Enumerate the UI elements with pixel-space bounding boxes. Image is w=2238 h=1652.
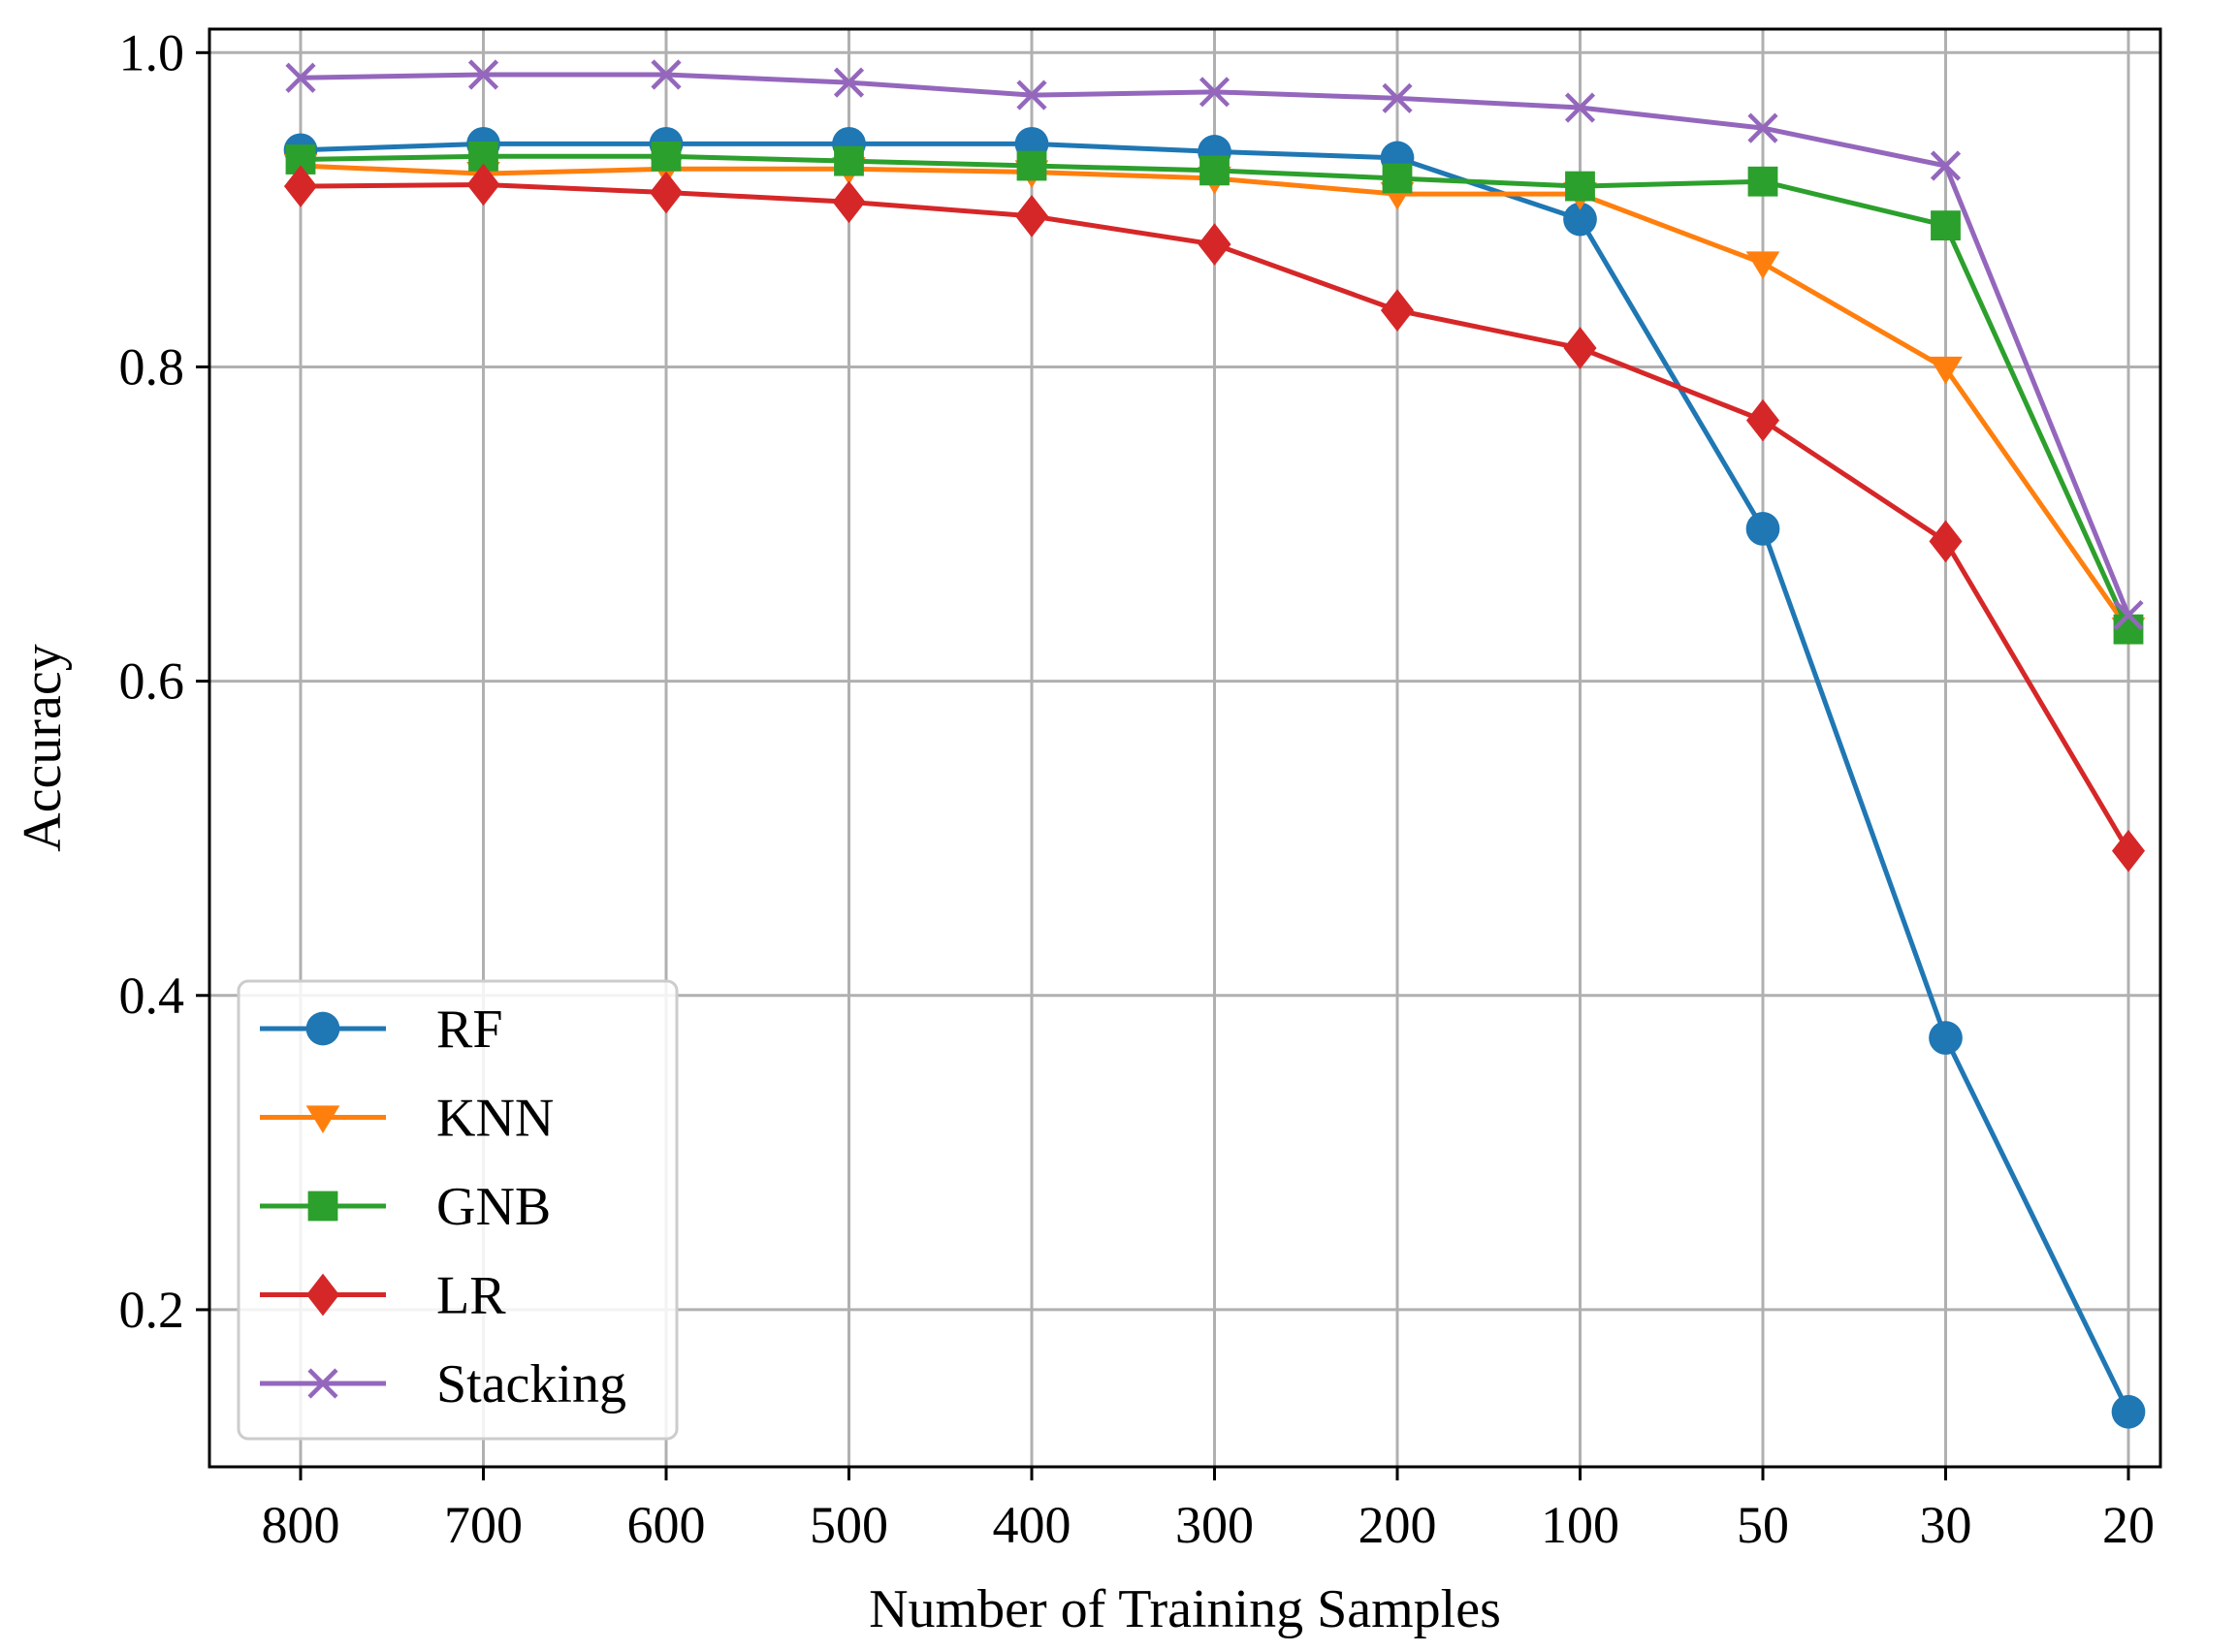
- data-point-stacking-stroke: [467, 59, 499, 90]
- legend-marker-stacking-stroke: [307, 1368, 338, 1399]
- legend: RF KNN GNB LR Stacking: [237, 979, 679, 1441]
- y-axis-label: Accuracy: [13, 644, 73, 852]
- series-layer: [283, 59, 2146, 1429]
- legend-marker-lr: [305, 1273, 340, 1317]
- data-point-stacking: [1930, 150, 1962, 181]
- tick-layer: 800 700 600 500 400 300 200 100 50 30 20 0.2 0.4 0.6 0…: [119, 23, 2156, 1554]
- data-point-lr: [283, 165, 318, 207]
- series-stacking: [285, 59, 2144, 631]
- data-point-stacking: [1016, 79, 1047, 111]
- x-tick-label: 800: [262, 1496, 340, 1554]
- data-point-stacking: [1564, 92, 1596, 123]
- legend-item-stacking: Stacking: [260, 1354, 626, 1414]
- data-point-stacking-stroke: [1382, 82, 1413, 113]
- data-point-stacking-stroke: [285, 62, 316, 93]
- data-point-lr: [649, 171, 684, 214]
- legend-marker-knn: [305, 1105, 340, 1133]
- data-point-knn: [1929, 356, 1963, 385]
- legend-item-lr: LR: [260, 1266, 506, 1326]
- x-tick-label: 30: [1920, 1496, 1972, 1554]
- data-point-stacking-stroke: [833, 67, 865, 98]
- data-point-rf: [2111, 1394, 2146, 1429]
- data-point-lr: [832, 180, 866, 224]
- data-point-rf: [1745, 512, 1780, 546]
- x-axis-label: Number of Training Samples: [869, 1579, 1501, 1639]
- x-tick-label: 300: [1175, 1496, 1254, 1554]
- data-point-stacking: [833, 67, 865, 98]
- data-point-stacking-stroke: [651, 59, 682, 90]
- data-point-stacking: [467, 59, 499, 90]
- x-tick-label: 400: [993, 1496, 1071, 1554]
- legend-label-gnb: GNB: [436, 1177, 551, 1237]
- y-tick-label: 0.6: [119, 652, 185, 711]
- x-tick-label: 500: [810, 1496, 888, 1554]
- legend-label-rf: RF: [436, 1000, 503, 1060]
- x-tick-label: 100: [1541, 1496, 1619, 1554]
- plot-frame: [208, 27, 2162, 1469]
- data-point-knn: [1745, 251, 1780, 279]
- data-point-gnb: [651, 141, 682, 172]
- x-tick-label: 20: [2102, 1496, 2155, 1554]
- data-point-stacking: [651, 59, 682, 90]
- legend-marker-gnb: [307, 1191, 338, 1222]
- legend-label-lr: LR: [436, 1266, 506, 1326]
- data-point-gnb: [1931, 210, 1961, 240]
- data-point-gnb: [1565, 171, 1595, 202]
- data-point-stacking: [1747, 112, 1778, 143]
- data-point-gnb: [2113, 614, 2144, 645]
- x-tick-label: 200: [1359, 1496, 1437, 1554]
- y-tick-label: 0.2: [119, 1281, 185, 1339]
- data-point-stacking-stroke: [2113, 599, 2144, 631]
- data-point-rf: [1929, 1021, 1963, 1055]
- legend-box: [237, 979, 679, 1441]
- data-point-gnb: [1382, 163, 1413, 194]
- data-point-gnb: [1199, 155, 1230, 186]
- data-point-stacking: [1199, 77, 1231, 108]
- legend-item-knn: KNN: [260, 1089, 554, 1149]
- y-tick-label: 0.4: [119, 967, 185, 1025]
- data-point-stacking-stroke: [1199, 77, 1231, 108]
- x-tick-label: 50: [1737, 1496, 1789, 1554]
- legend-item-gnb: GNB: [260, 1177, 551, 1237]
- data-point-stacking: [2113, 599, 2144, 631]
- data-point-lr: [1014, 195, 1049, 238]
- data-point-rf: [1563, 202, 1597, 237]
- legend-label-knn: KNN: [436, 1089, 554, 1149]
- data-point-stacking-stroke: [1747, 112, 1778, 143]
- data-point-stacking-stroke: [1016, 79, 1047, 111]
- data-point-lr: [1563, 327, 1597, 369]
- legend-marker-stacking: [307, 1368, 338, 1399]
- data-point-lr: [1745, 398, 1780, 442]
- data-point-stacking: [285, 62, 316, 93]
- legend-item-rf: RF: [260, 1000, 503, 1060]
- series-gnb: [285, 141, 2144, 645]
- data-point-gnb: [1016, 150, 1047, 181]
- data-point-gnb: [1747, 166, 1778, 197]
- data-point-lr: [466, 163, 500, 206]
- data-point-gnb: [834, 145, 864, 176]
- data-point-stacking-stroke: [1930, 150, 1962, 181]
- data-point-stacking: [1382, 82, 1413, 113]
- legend-label-stacking: Stacking: [436, 1354, 626, 1414]
- data-point-lr: [1380, 289, 1415, 332]
- legend-marker-rf: [305, 1011, 340, 1046]
- data-point-lr: [2111, 829, 2146, 873]
- x-tick-label: 600: [627, 1496, 706, 1554]
- y-tick-label: 1.0: [119, 23, 185, 81]
- data-point-lr: [1929, 520, 1963, 563]
- series-lr: [283, 163, 2146, 873]
- data-point-stacking-stroke: [1564, 92, 1596, 123]
- data-point-lr: [1198, 223, 1231, 266]
- x-tick-label: 700: [444, 1496, 523, 1554]
- y-tick-label: 0.8: [119, 337, 185, 396]
